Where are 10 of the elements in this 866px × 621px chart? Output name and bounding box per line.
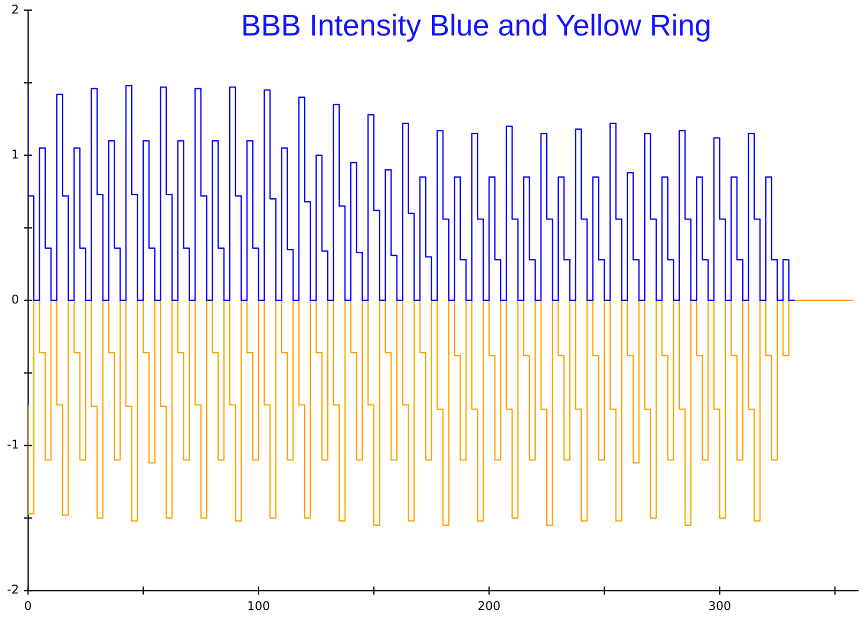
y-tick-label: -2 [6, 582, 19, 597]
chart-title: BBB Intensity Blue and Yellow Ring [241, 9, 712, 42]
y-tick-label: 2 [11, 2, 19, 16]
y-tick-label: 0 [11, 292, 19, 307]
x-tick-label: 0 [24, 598, 32, 613]
y-tick-label: -1 [6, 438, 19, 452]
y-tick-label: 1 [11, 147, 19, 162]
x-tick-label: 200 [478, 598, 501, 613]
x-tick-label: 300 [708, 598, 732, 613]
x-tick-label: 100 [247, 598, 270, 613]
